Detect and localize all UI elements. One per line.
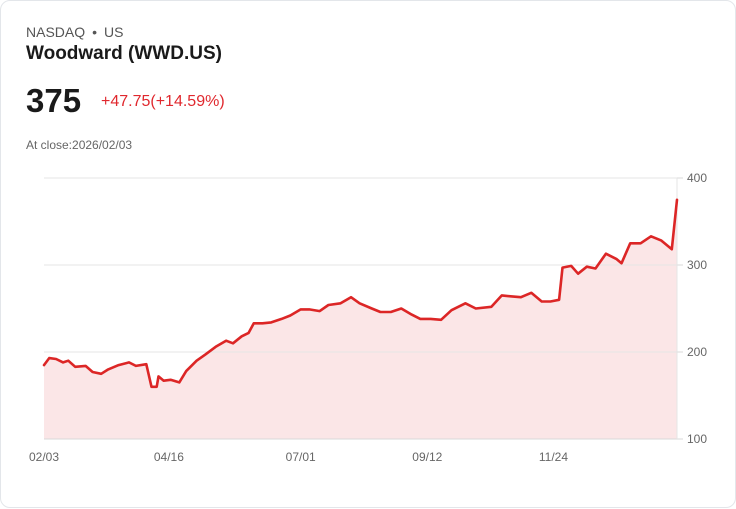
region: US [104, 24, 124, 40]
y-tick-label: 300 [687, 258, 707, 272]
x-tick-label: 02/03 [29, 450, 59, 464]
x-tick-label: 04/16 [154, 450, 184, 464]
price-change: +47.75(+14.59%) [101, 93, 225, 110]
y-tick-label: 200 [687, 345, 707, 359]
price-area [44, 199, 677, 439]
exchange: NASDAQ [26, 24, 86, 40]
x-tick-label: 09/12 [412, 450, 442, 464]
y-tick-label: 400 [687, 171, 707, 185]
exchange-line: NASDAQ • US [26, 24, 123, 40]
stock-price: 375 [26, 82, 82, 119]
separator: • [92, 24, 98, 40]
stock-title: Woodward (WWD.US) [26, 43, 222, 64]
y-tick-label: 100 [687, 432, 707, 446]
x-tick-label: 11/24 [539, 450, 568, 464]
close-date: At close:2026/02/03 [26, 138, 133, 152]
x-tick-label: 07/01 [286, 450, 316, 464]
price-line [42, 198, 679, 389]
